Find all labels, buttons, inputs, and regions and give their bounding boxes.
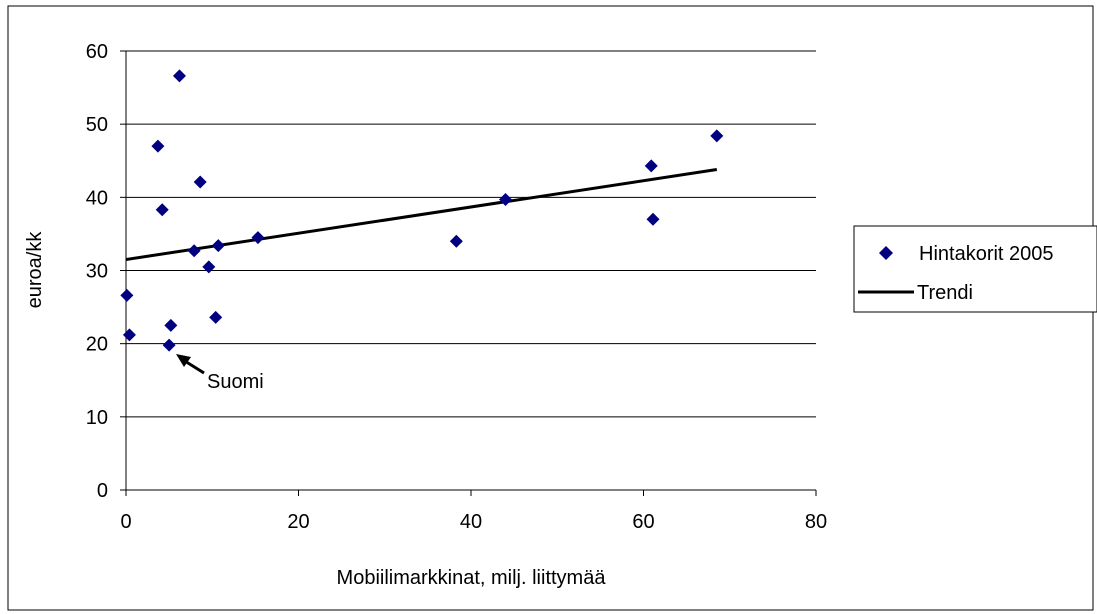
data-point <box>172 69 186 83</box>
data-point <box>209 310 223 324</box>
y-tick-labels: 0 10 20 30 40 50 60 <box>86 41 108 502</box>
data-point <box>162 338 176 352</box>
trend-line-segment <box>125 168 718 262</box>
data-point <box>122 328 136 342</box>
x-tick-label: 20 <box>287 511 309 533</box>
data-point <box>646 212 660 226</box>
data-point <box>187 244 201 258</box>
y-tick-label: 50 <box>86 114 108 136</box>
y-tick-label: 20 <box>86 334 108 356</box>
annotation-label: Suomi <box>207 371 264 393</box>
legend-marker-diamond <box>879 246 893 260</box>
data-point <box>499 193 512 207</box>
x-axis-title: Mobiilimarkkinat, milj. liittymää <box>337 567 607 589</box>
data-point <box>151 139 165 153</box>
annotation-suomi: Suomi <box>176 354 264 393</box>
x-tick-label: 40 <box>460 511 482 533</box>
x-tick-label: 0 <box>120 511 131 533</box>
data-point <box>644 159 658 173</box>
x-tick-label: 80 <box>805 511 827 533</box>
gridlines <box>120 50 816 491</box>
legend-box <box>853 225 1097 313</box>
legend-label-hintakorit: Hintakorit 2005 <box>919 243 1054 265</box>
annotation-arrow-head <box>176 354 191 367</box>
data-point <box>202 260 216 274</box>
y-tick-label: 10 <box>86 407 108 429</box>
legend: Hintakorit 2005 Trendi <box>853 225 1097 313</box>
data-point <box>211 239 225 253</box>
data-point <box>193 175 207 189</box>
axes <box>125 51 817 496</box>
scatter-points <box>120 69 724 352</box>
legend-label-trendi: Trendi <box>917 282 973 304</box>
y-tick-label: 60 <box>86 41 108 63</box>
data-point <box>164 318 178 332</box>
data-point <box>120 288 134 302</box>
y-tick-label: 30 <box>86 261 108 283</box>
data-point <box>251 231 265 245</box>
x-tick-labels: 0 20 40 60 80 <box>120 511 827 533</box>
data-point <box>155 203 169 217</box>
y-tick-label: 40 <box>86 187 108 209</box>
y-tick-label: 0 <box>97 480 108 502</box>
y-axis-title: euroa/kk <box>24 231 46 309</box>
data-point <box>449 234 463 248</box>
x-tick-label: 60 <box>632 511 654 533</box>
trend-line <box>125 168 718 262</box>
data-point <box>710 129 724 143</box>
